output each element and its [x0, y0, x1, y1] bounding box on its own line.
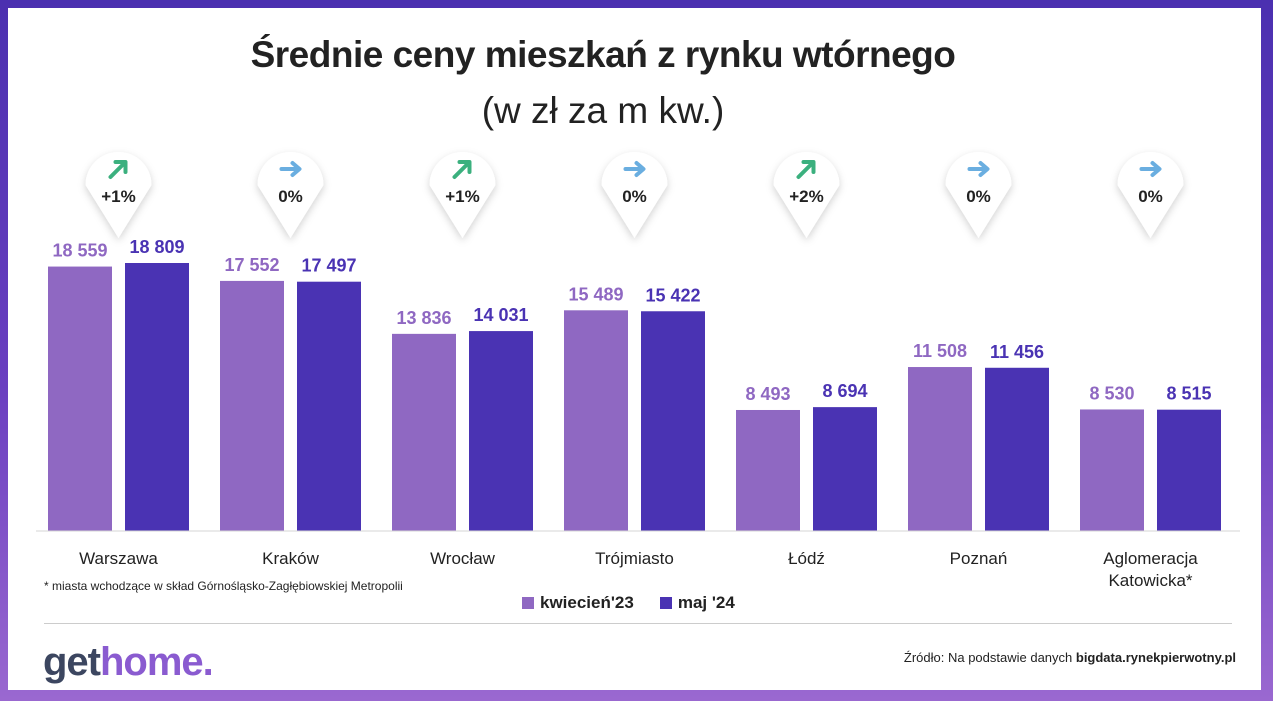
chart-subtitle: (w zł za m kw.): [481, 90, 725, 131]
arrow-up-right-icon-wroclaw: [452, 160, 472, 179]
arrow-right-icon-poznan: [967, 161, 990, 177]
change-label-wroclaw: +1%: [445, 187, 480, 206]
legend-item-kwiecien23: kwiecień'23: [522, 593, 634, 613]
value-label-wroclaw-series-2: 14 031: [473, 305, 528, 325]
bar-krakow-series-2: [297, 281, 361, 531]
logo-part-get: get: [43, 640, 101, 684]
arrow-right-icon-trojmiasto: [623, 161, 646, 177]
arrow-right-icon-krakow: [279, 161, 302, 177]
change-bubble-poznan: [945, 152, 1012, 238]
legend-swatch-maj24: [659, 597, 672, 609]
category-label-warszawa: Warszawa: [79, 549, 158, 568]
bar-warszawa-series-2: [125, 263, 189, 531]
legend-label-kwiecien23: kwiecień'23: [540, 593, 634, 612]
category-label-krakow: Kraków: [262, 549, 319, 568]
change-bubble-lodz: [773, 152, 840, 238]
arrow-up-right-icon-warszawa: [108, 160, 128, 179]
value-label-trojmiasto-series-1: 15 489: [568, 284, 623, 304]
bar-warszawa-series-1: [48, 266, 112, 531]
footnote: * miasta wchodzące w skład Górnośląsko-Z…: [44, 579, 403, 593]
legend: kwiecień'23 maj '24: [522, 593, 761, 613]
source-prefix: Źródło: Na podstawie danych: [903, 650, 1076, 665]
value-label-lodz-series-2: 8 694: [822, 381, 867, 401]
change-label-trojmiasto: 0%: [622, 187, 647, 206]
value-label-krakow-series-1: 17 552: [224, 255, 279, 275]
value-label-poznan-series-2: 11 456: [990, 342, 1044, 362]
value-label-poznan-series-1: 11 508: [913, 341, 967, 361]
gethome-logo: gethome.: [43, 640, 214, 685]
category-label-wroclaw: Wrocław: [430, 549, 496, 568]
value-label-aglomeracja-katowicka-series-1: 8 530: [1089, 383, 1134, 403]
value-label-krakow-series-2: 17 497: [301, 256, 356, 276]
bar-poznan-series-2: [985, 367, 1049, 531]
legend-label-maj24: maj '24: [677, 593, 735, 612]
bar-poznan-series-1: [908, 367, 972, 531]
bubble-shape-lodz: [773, 152, 840, 238]
bar-aglomeracja-katowicka-series-2: [1157, 409, 1221, 531]
arrow-up-right-icon-lodz: [796, 160, 816, 179]
bubble-shape-poznan: [945, 152, 1012, 238]
category-label-lodz: Łódź: [788, 549, 825, 568]
value-label-aglomeracja-katowicka-series-2: 8 515: [1166, 384, 1211, 404]
category-label-trojmiasto: Trójmiasto: [595, 549, 674, 568]
category-label-poznan: Poznań: [950, 549, 1008, 568]
bar-krakow-series-1: [220, 280, 284, 531]
change-label-lodz: +2%: [789, 187, 824, 206]
change-bubble-krakow: [257, 151, 324, 238]
source-note: Źródło: Na podstawie danych bigdata.ryne…: [904, 650, 1236, 665]
change-bubble-trojmiasto: [601, 152, 668, 238]
value-label-warszawa-series-1: 18 559: [52, 241, 107, 261]
bar-trojmiasto-series-1: [564, 310, 628, 531]
bubble-shape-aglomeracja-katowicka: [1117, 152, 1184, 238]
category-label-aglomeracja-katowicka-line-1: Aglomeracja: [1103, 549, 1198, 568]
bar-wroclaw-series-1: [392, 333, 456, 531]
bubble-shape-warszawa: [85, 152, 152, 238]
value-label-warszawa-series-2: 18 809: [129, 237, 184, 257]
footer-divider: [44, 623, 1232, 624]
arrow-right-icon-aglomeracja-katowicka: [1139, 161, 1162, 177]
change-bubble-aglomeracja-katowicka: [1117, 152, 1184, 238]
bar-lodz-series-2: [813, 407, 877, 531]
bubble-shape-krakow: [257, 151, 324, 238]
change-label-krakow: 0%: [278, 187, 303, 206]
change-label-poznan: 0%: [966, 187, 991, 206]
value-label-trojmiasto-series-2: 15 422: [645, 285, 700, 305]
change-label-warszawa: +1%: [101, 187, 136, 206]
bar-wroclaw-series-2: [469, 331, 533, 531]
value-label-wroclaw-series-1: 13 836: [396, 308, 451, 328]
bar-lodz-series-1: [736, 409, 800, 531]
bubble-shape-trojmiasto: [601, 152, 668, 238]
chart-title: Średnie ceny mieszkań z rynku wtórnego: [250, 34, 956, 75]
legend-swatch-kwiecien23: [522, 597, 534, 609]
bar-chart: +1% 0% +1% 0% +2% 0% 0% 18 559 18 809 17 552 17 4…: [36, 151, 1240, 590]
bubble-shape-wroclaw: [429, 152, 496, 238]
category-label-aglomeracja-katowicka-line-2: Katowicka*: [1108, 571, 1192, 590]
bar-trojmiasto-series-2: [641, 311, 705, 531]
change-bubble-warszawa: [85, 152, 152, 238]
bar-aglomeracja-katowicka-series-1: [1080, 409, 1144, 531]
value-label-lodz-series-1: 8 493: [745, 384, 790, 404]
logo-part-home: home.: [100, 640, 214, 684]
legend-item-maj24: maj '24: [659, 593, 735, 613]
chart-card: Średnie ceny mieszkań z rynku wtórnego (…: [8, 8, 1261, 690]
change-label-aglomeracja-katowicka: 0%: [1138, 187, 1163, 206]
change-bubble-wroclaw: [429, 152, 496, 238]
source-site: bigdata.rynekpierwotny.pl: [1075, 650, 1236, 665]
